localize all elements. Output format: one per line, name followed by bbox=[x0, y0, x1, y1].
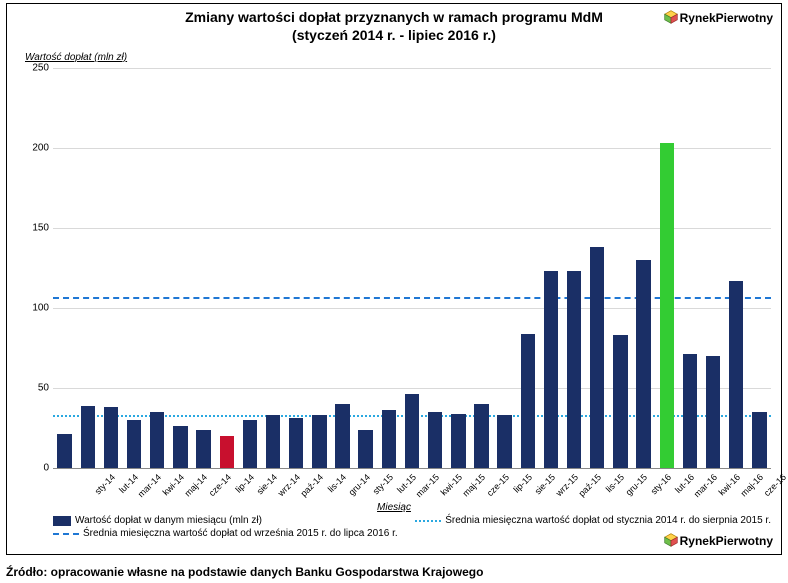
legend-item-avg-late: Średnia miesięczna wartość dopłat od wrz… bbox=[53, 528, 398, 539]
legend-label-avg-early: Średnia miesięczna wartość dopłat od sty… bbox=[445, 515, 771, 526]
bar bbox=[127, 420, 141, 468]
y-tick-label: 50 bbox=[38, 383, 49, 394]
y-tick-label: 200 bbox=[32, 143, 49, 154]
legend: Wartość dopłat w danym miesiącu (mln zł)… bbox=[53, 514, 771, 540]
bar bbox=[405, 394, 419, 468]
bar bbox=[544, 271, 558, 468]
bar bbox=[428, 412, 442, 468]
legend-item-avg-early: Średnia miesięczna wartość dopłat od sty… bbox=[415, 515, 771, 526]
legend-label-bars: Wartość dopłat w danym miesiącu (mln zł) bbox=[75, 515, 262, 526]
x-axis-label: Miesiąc bbox=[7, 502, 781, 513]
bar bbox=[358, 430, 372, 468]
y-tick-label: 150 bbox=[32, 223, 49, 234]
plot-area: 050100150200250sty-14lut-14mar-14kwi-14m… bbox=[53, 68, 771, 468]
legend-item-bars: Wartość dopłat w danym miesiącu (mln zł) bbox=[53, 515, 262, 526]
bar bbox=[567, 271, 581, 468]
y-tick-label: 250 bbox=[32, 63, 49, 74]
bar bbox=[57, 434, 71, 468]
bar bbox=[521, 334, 535, 468]
legend-line-dotted bbox=[415, 520, 441, 522]
legend-line-dashed bbox=[53, 533, 79, 535]
logo-text: RynekPierwotny bbox=[680, 11, 773, 25]
bar bbox=[81, 406, 95, 468]
bar bbox=[173, 426, 187, 468]
chart-frame: Zmiany wartości dopłat przyznanych w ram… bbox=[6, 3, 782, 555]
bar bbox=[590, 247, 604, 468]
bar bbox=[312, 415, 326, 468]
bar bbox=[335, 404, 349, 468]
bar bbox=[150, 412, 164, 468]
legend-label-avg-late: Średnia miesięczna wartość dopłat od wrz… bbox=[83, 528, 398, 539]
x-axis-line bbox=[53, 468, 771, 469]
bar bbox=[104, 407, 118, 468]
y-tick-label: 0 bbox=[43, 463, 49, 474]
source-line: Źródło: opracowanie własne na podstawie … bbox=[6, 565, 483, 579]
bar bbox=[220, 436, 234, 468]
legend-swatch-bars bbox=[53, 516, 71, 526]
bar bbox=[382, 410, 396, 468]
bar bbox=[752, 412, 766, 468]
logo-top-right: RynekPierwotny bbox=[664, 10, 773, 25]
bar bbox=[613, 335, 627, 468]
y-axis-label: Wartość dopłat (mln zł) bbox=[25, 52, 127, 63]
title-line-1: Zmiany wartości dopłat przyznanych w ram… bbox=[185, 9, 603, 25]
bar bbox=[729, 281, 743, 468]
bar bbox=[474, 404, 488, 468]
bar bbox=[451, 414, 465, 468]
title-line-2: (styczeń 2014 r. - lipiec 2016 r.) bbox=[292, 27, 496, 43]
bar bbox=[266, 415, 280, 468]
figure-container: Zmiany wartości dopłat przyznanych w ram… bbox=[0, 0, 788, 583]
bar bbox=[497, 415, 511, 468]
bar bbox=[289, 418, 303, 468]
gridline bbox=[53, 68, 771, 69]
bar bbox=[706, 356, 720, 468]
bar bbox=[636, 260, 650, 468]
y-tick-label: 100 bbox=[32, 303, 49, 314]
bar bbox=[683, 354, 697, 468]
bar bbox=[660, 143, 674, 468]
bar bbox=[196, 430, 210, 468]
bar bbox=[243, 420, 257, 468]
